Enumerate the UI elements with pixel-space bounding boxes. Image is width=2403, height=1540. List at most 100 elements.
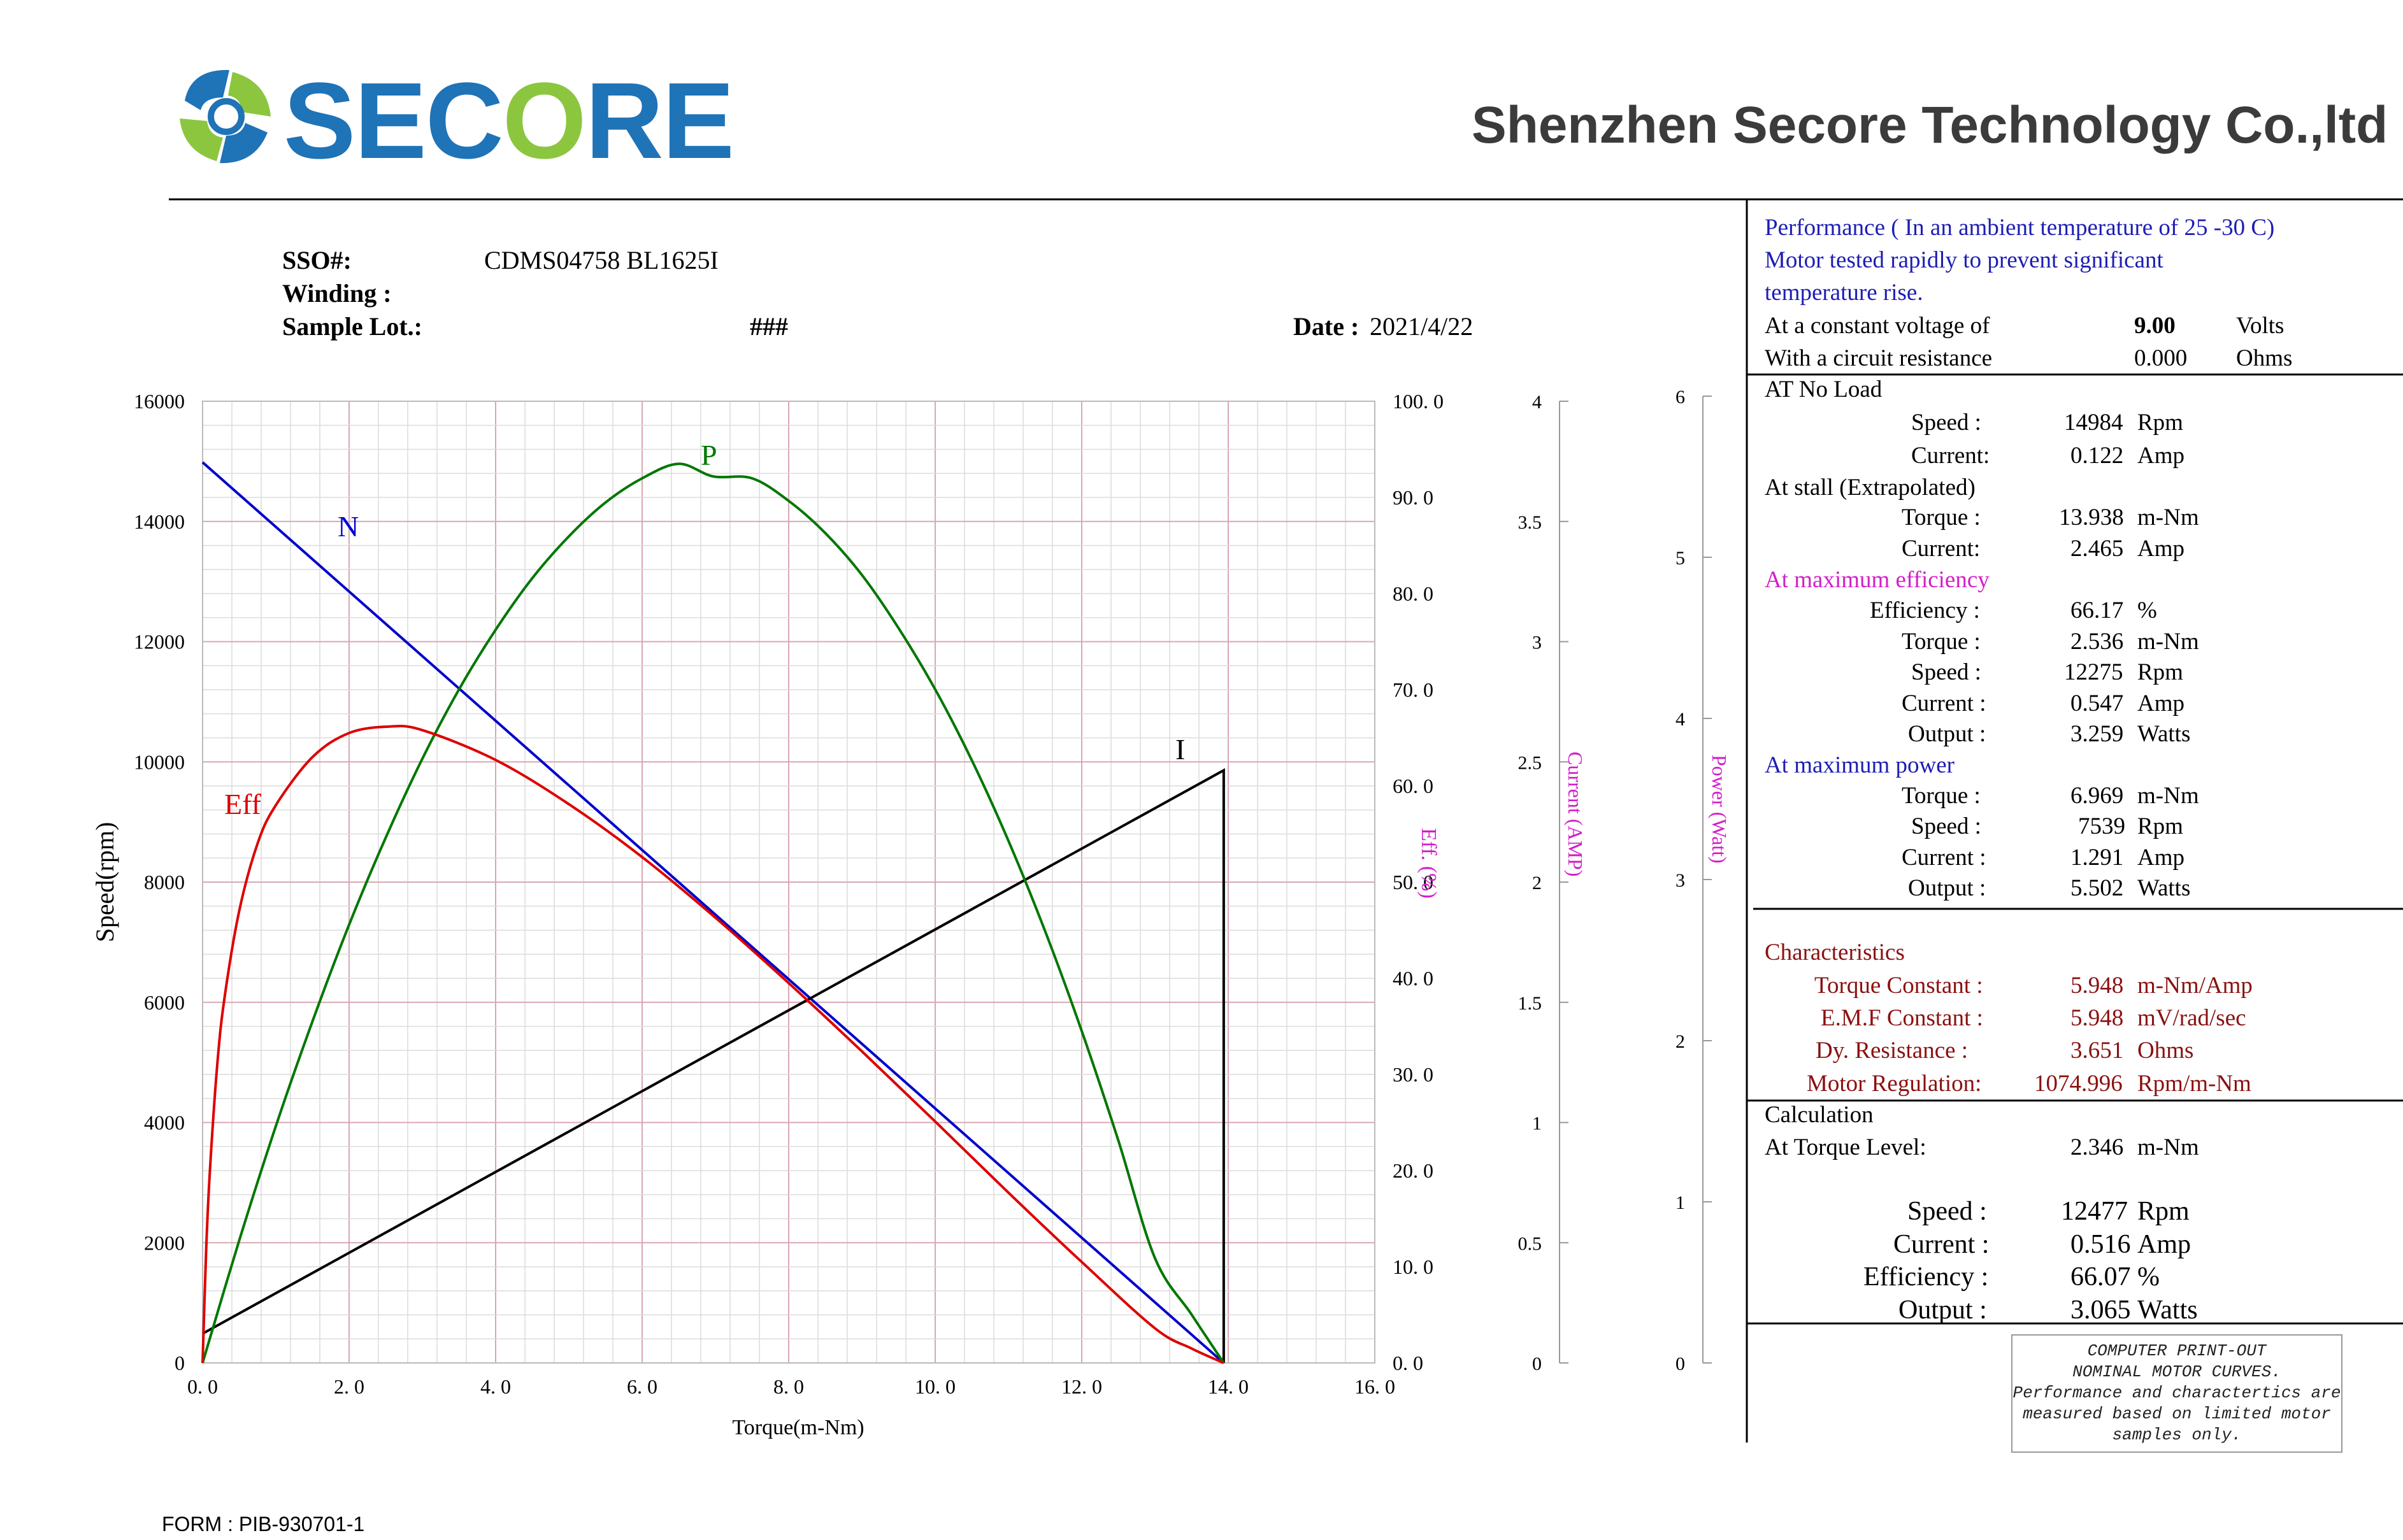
max-eff-eff-label: Efficiency :	[1870, 597, 1980, 624]
power-tick-label: 5	[1675, 548, 1685, 569]
current-tick-label: 1	[1532, 1113, 1542, 1134]
speed-tick-label: 6000	[144, 991, 185, 1014]
no-load-current-unit: Amp	[2137, 443, 2184, 469]
max-eff-torque-value: 2.536	[2070, 629, 2124, 655]
max-eff-speed-unit: Rpm	[2137, 659, 2183, 685]
chart-axes	[1559, 396, 1712, 1364]
series-p-label: P	[701, 439, 717, 471]
perf-line-2: Motor tested rapidly to prevent signific…	[1765, 247, 2163, 273]
max-eff-title: At maximum efficiency	[1765, 567, 1990, 593]
no-load-title: AT No Load	[1765, 376, 1883, 403]
calc-speed-value: 12477	[2061, 1197, 2128, 1226]
max-pow-torque-unit: m-Nm	[2137, 783, 2199, 809]
eff-tick-label: 70. 0	[1393, 678, 1433, 701]
secore-logo-icon	[180, 69, 271, 164]
voltage-value: 9.00	[2134, 313, 2176, 339]
company-title: Shenzhen Secore Technology Co.,ltd	[1472, 96, 2388, 154]
max-eff-output-value: 3.259	[2070, 721, 2124, 747]
char-dyr-value: 3.651	[2070, 1037, 2124, 1064]
char-reg-value: 1074.996	[2034, 1071, 2123, 1097]
no-load-speed-label: Speed :	[1911, 410, 1981, 436]
stall-current-label: Current:	[1902, 536, 1981, 562]
stall-torque-unit: m-Nm	[2137, 504, 2199, 531]
max-pow-torque-value: 6.969	[2070, 783, 2124, 809]
chart-series	[201, 461, 1225, 1364]
char-reg-unit: Rpm/m-Nm	[2137, 1071, 2251, 1097]
x-tick-label: 0. 0	[187, 1375, 218, 1398]
char-title: Characteristics	[1765, 939, 1905, 966]
calc-current-label: Current :	[1893, 1230, 1990, 1259]
current-tick-label: 0	[1532, 1353, 1542, 1374]
series-i-label: I	[1175, 733, 1185, 766]
calc-eff-unit: %	[2137, 1262, 2160, 1292]
eff-tick-label: 10. 0	[1393, 1255, 1433, 1278]
speed-tick-label: 0	[175, 1351, 185, 1374]
voltage-unit: Volts	[2236, 313, 2285, 339]
perf-line-3: temperature rise.	[1765, 280, 1923, 306]
perf-line-1: Performance ( In an ambient temperature …	[1765, 215, 2275, 241]
max-eff-output-label: Output :	[1908, 721, 1986, 747]
power-axis-label: Power (Watt)	[1708, 755, 1731, 864]
max-pow-speed-label: Speed :	[1911, 813, 1981, 839]
current-tick-label: 2.5	[1518, 752, 1542, 773]
max-eff-torque-label: Torque :	[1902, 629, 1981, 655]
char-emf-label: E.M.F Constant :	[1821, 1005, 1983, 1031]
series-n-label: N	[338, 510, 359, 543]
speed-tick-label: 2000	[144, 1231, 185, 1254]
speed-axis-label: Speed(rpm)	[90, 822, 119, 943]
disclaimer-line-1: COMPUTER PRINT-OUT	[2087, 1341, 2267, 1360]
speed-tick-label: 16000	[134, 390, 185, 413]
max-pow-output-value: 5.502	[2070, 875, 2124, 901]
max-eff-current-value: 0.547	[2070, 690, 2124, 717]
x-tick-label: 16. 0	[1354, 1375, 1395, 1398]
motor-performance-chart: 0. 0 2. 0 4. 0 6. 0 8. 0 10. 0 12. 0 14. 0 16. 0…	[90, 387, 1731, 1439]
max-pow-torque-label: Torque :	[1902, 783, 1981, 809]
eff-tick-label: 0. 0	[1393, 1351, 1423, 1374]
stall-torque-label: Torque :	[1902, 504, 1981, 531]
no-load-speed-unit: Rpm	[2137, 410, 2183, 436]
max-pow-current-value: 1.291	[2070, 845, 2124, 871]
x-axis-label: Torque(m-Nm)	[732, 1416, 864, 1439]
char-tc-value: 5.948	[2070, 973, 2124, 999]
char-emf-unit: mV/rad/sec	[2137, 1005, 2246, 1031]
series-eff-line	[201, 724, 1224, 1364]
x-tick-label: 2. 0	[334, 1375, 364, 1398]
char-reg-label: Motor Regulation:	[1807, 1071, 1982, 1097]
calc-output-unit: Watts	[2137, 1295, 2198, 1325]
disclaimer-line-3: Performance and charactertics are	[2012, 1383, 2341, 1402]
date-value: 2021/4/22	[1370, 312, 1474, 341]
current-tick-label: 2	[1532, 873, 1542, 894]
stall-torque-value: 13.938	[2059, 504, 2124, 531]
series-p-line	[201, 462, 1225, 1364]
power-tick-label: 4	[1675, 709, 1685, 730]
current-tick-label: 4	[1532, 392, 1542, 413]
eff-tick-label: 100. 0	[1393, 390, 1444, 413]
power-tick-label: 6	[1675, 387, 1685, 408]
max-eff-eff-unit: %	[2137, 597, 2157, 624]
voltage-label: At a constant voltage of	[1765, 313, 1990, 339]
max-pow-speed-unit: Rpm	[2137, 813, 2183, 839]
resistance-value: 0.000	[2134, 345, 2188, 371]
calc-speed-unit: Rpm	[2137, 1197, 2190, 1226]
max-eff-output-unit: Watts	[2137, 721, 2191, 747]
stall-current-unit: Amp	[2137, 536, 2184, 562]
sample-lot-label: Sample Lot.:	[282, 312, 422, 341]
calc-torque-label: At Torque Level:	[1765, 1134, 1926, 1160]
max-eff-speed-label: Speed :	[1911, 659, 1981, 685]
calc-current-unit: Amp	[2137, 1230, 2191, 1259]
char-emf-value: 5.948	[2070, 1005, 2124, 1031]
stall-current-value: 2.465	[2070, 536, 2124, 562]
no-load-current-value: 0.122	[2070, 443, 2124, 469]
max-pow-title: At maximum power	[1765, 752, 1955, 778]
eff-tick-label: 50. 0	[1393, 871, 1433, 894]
stall-title: At stall (Extrapolated)	[1765, 474, 1976, 501]
eff-tick-label: 30. 0	[1393, 1063, 1433, 1086]
chart-grid	[202, 401, 1375, 1364]
max-eff-speed-value: 12275	[2064, 659, 2123, 685]
current-tick-label: 3	[1532, 632, 1542, 653]
speed-tick-label: 14000	[134, 510, 185, 533]
sample-lot-value: ###	[750, 312, 788, 341]
max-eff-current-unit: Amp	[2137, 690, 2184, 717]
x-tick-label: 8. 0	[773, 1375, 804, 1398]
